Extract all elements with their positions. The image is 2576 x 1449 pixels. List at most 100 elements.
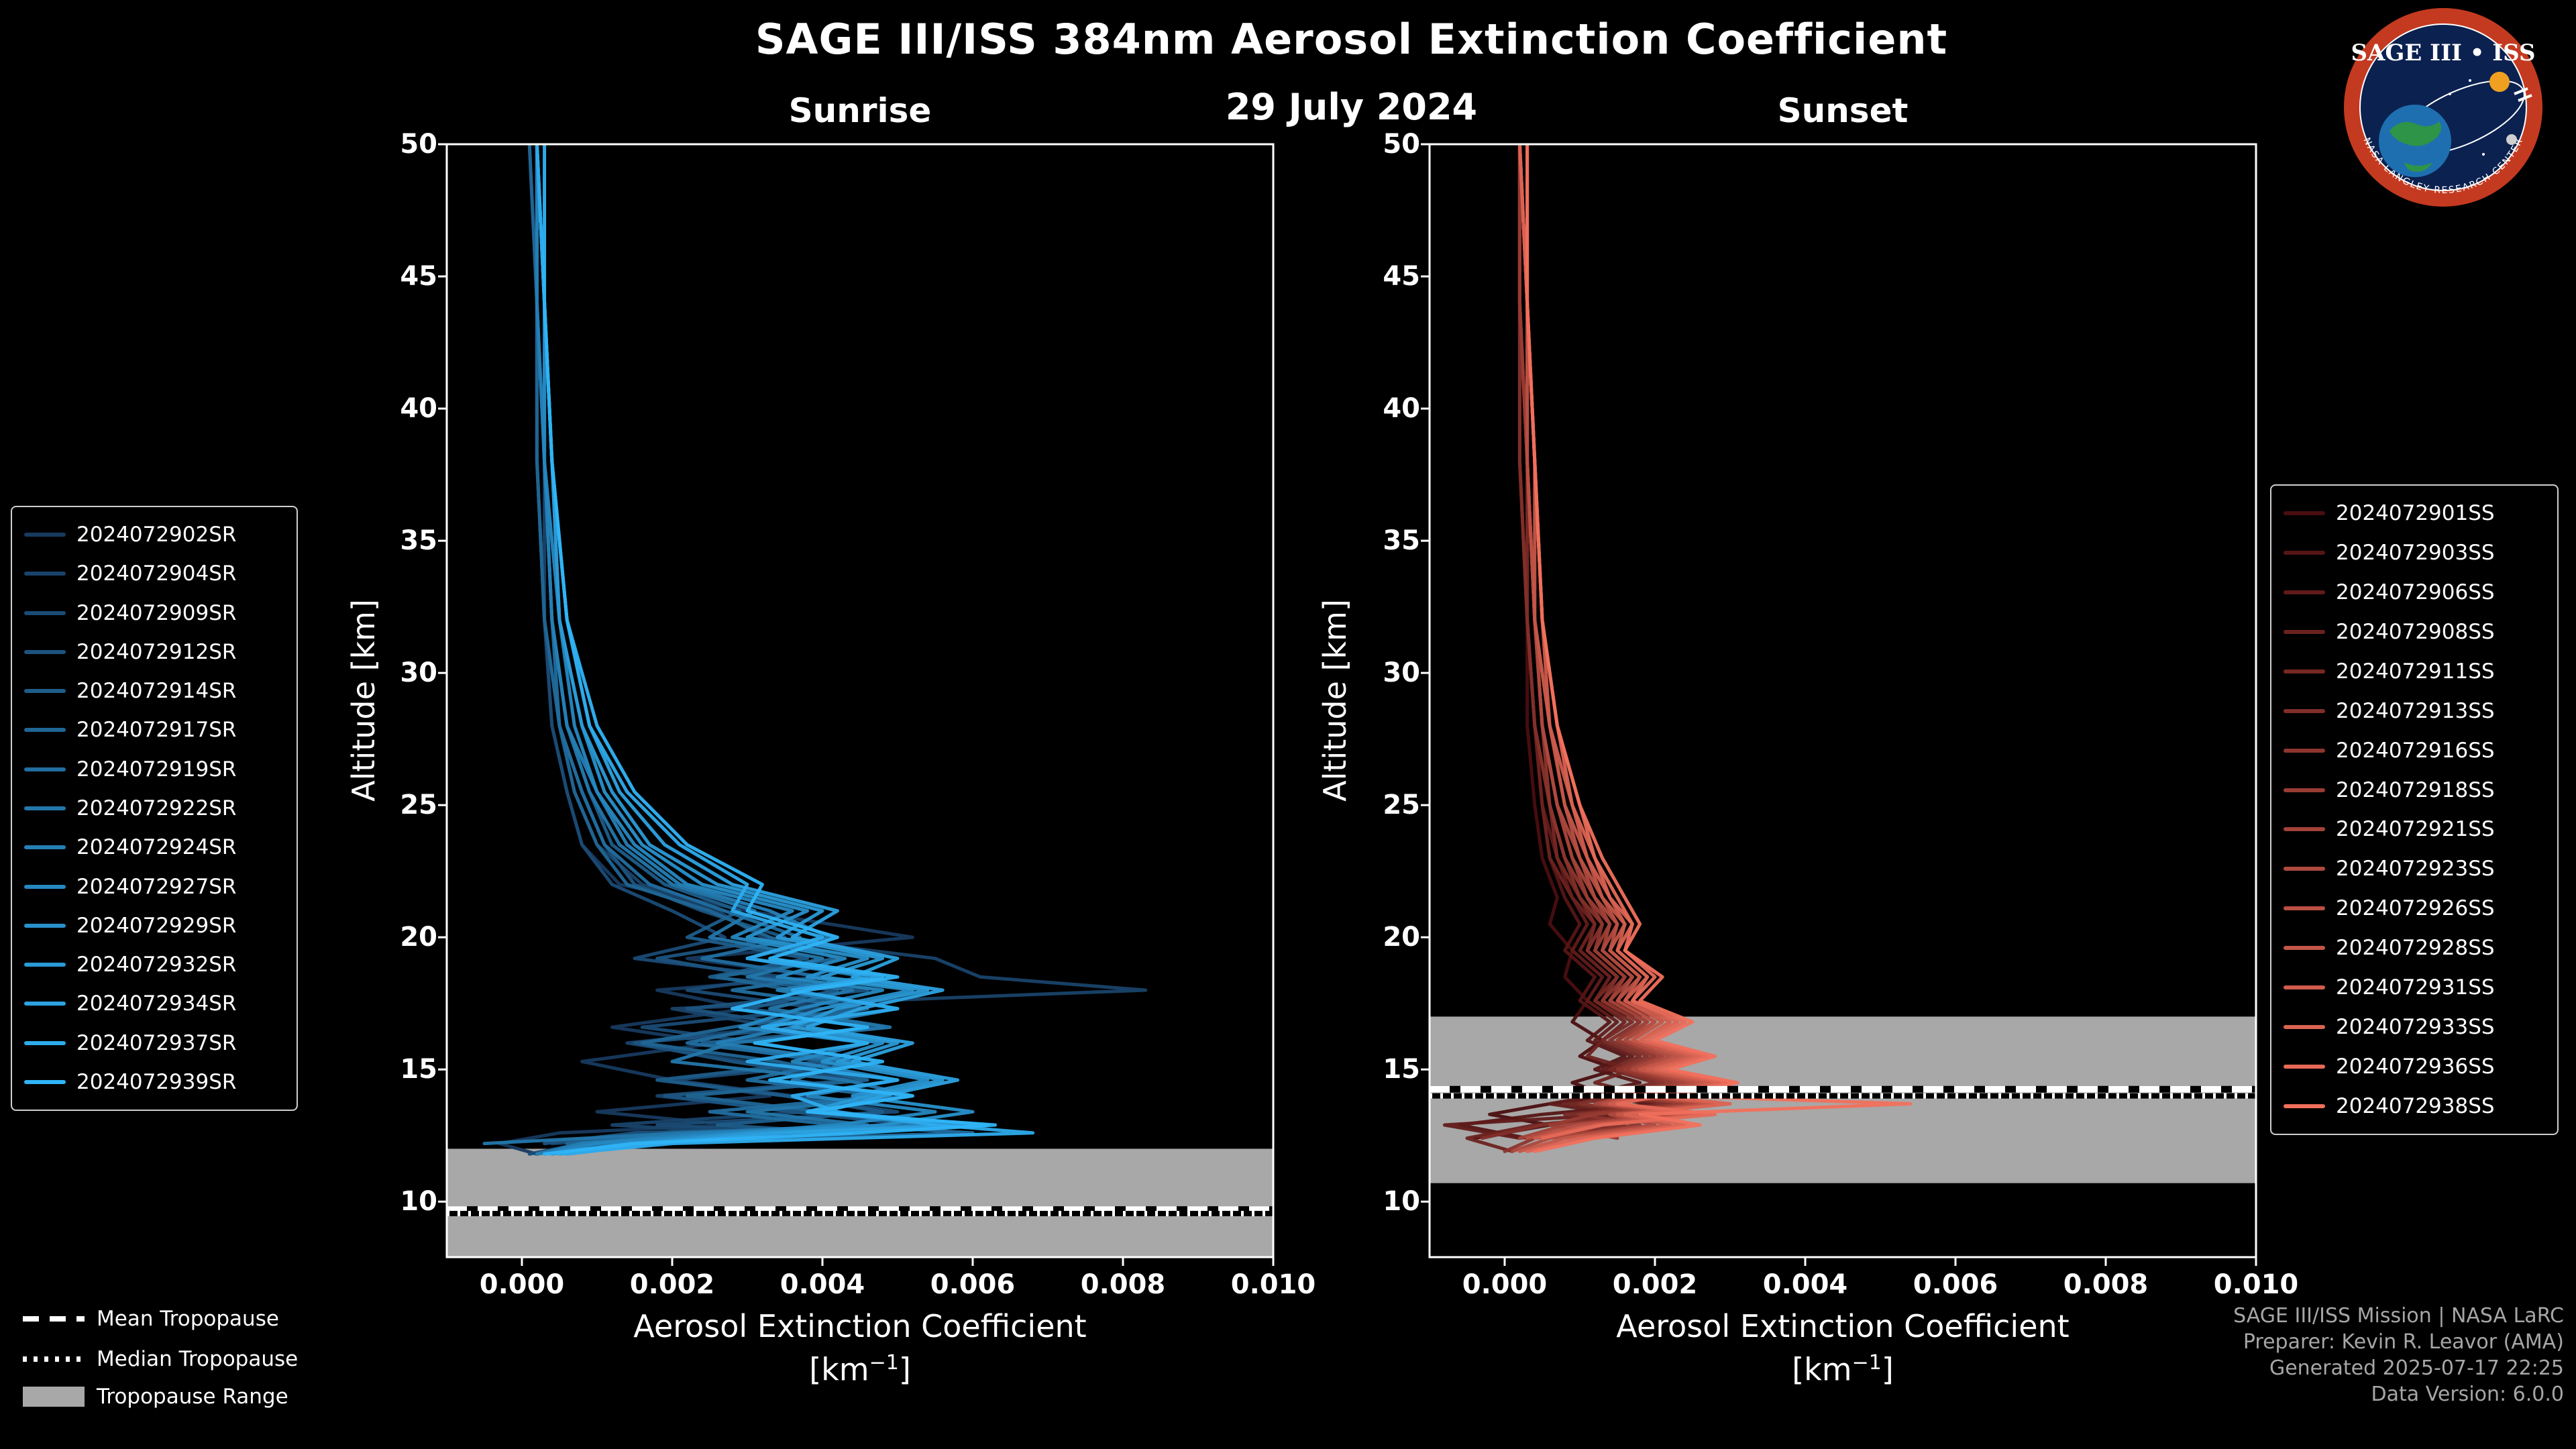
x-tick-label: 0.006: [1913, 1269, 1998, 1300]
legend-item: 2024072908SS: [2284, 620, 2545, 644]
mean-tropopause-label: Mean Tropopause: [97, 1307, 279, 1331]
unit-exponent: −1: [1851, 1351, 1882, 1375]
legend-line-swatch: [2284, 708, 2325, 713]
legend-line-swatch: [24, 923, 66, 928]
earth-continents: [2390, 121, 2441, 146]
y-tick-label: 35: [1383, 525, 1420, 557]
legend-line-swatch: [24, 767, 66, 771]
tropopause-range-band: [1430, 1016, 2256, 1183]
sage-iss-logo: NASA LANGLEY RESEARCH CENTER SAGE III • …: [2344, 8, 2542, 207]
y-tick-label: 40: [1383, 393, 1420, 425]
legend-event-label: 2024072926SS: [2336, 896, 2495, 921]
legend-event-label: 2024072937SR: [76, 1030, 237, 1055]
legend-item: 2024072926SS: [2284, 896, 2545, 920]
legend-item: 2024072938SS: [2284, 1094, 2545, 1118]
tropopause-range-legend: Tropopause Range: [23, 1383, 288, 1410]
legend-item: 2024072909SR: [24, 601, 284, 625]
x-tick-label: 0.010: [1230, 1269, 1316, 1300]
sunset-panel-title: Sunset: [1777, 91, 1909, 130]
y-tick-label: 50: [1383, 129, 1420, 160]
legend-line-swatch: [2284, 551, 2325, 555]
legend-line-swatch: [2284, 669, 2325, 674]
legend-event-label: 2024072904SR: [76, 561, 237, 586]
unit-close: ]: [898, 1351, 911, 1388]
y-tick-label: 40: [400, 393, 437, 425]
y-tick-label: 25: [1383, 790, 1420, 821]
sunset-x-axis-unit: [km−1]: [1430, 1351, 2256, 1387]
legend-item: 2024072932SR: [24, 953, 284, 977]
legend-event-label: 2024072912SR: [76, 639, 237, 664]
sunrise-plot: [438, 143, 1275, 1266]
legend-event-label: 2024072931SS: [2336, 975, 2495, 1000]
legend-line-swatch: [2284, 1104, 2325, 1108]
iss-icon: [2514, 87, 2532, 102]
legend-line-swatch: [2284, 946, 2325, 951]
legend-item: 2024072906SS: [2284, 580, 2545, 604]
legend-event-label: 2024072929SR: [76, 913, 237, 938]
legend-line-swatch: [2284, 630, 2325, 635]
legend-item: 2024072916SS: [2284, 739, 2545, 763]
dashed-line-swatch: [23, 1316, 85, 1322]
y-tick-label: 15: [400, 1054, 437, 1085]
moon-icon: [2506, 134, 2517, 145]
legend-line-swatch: [24, 1002, 66, 1006]
legend-item: 2024072919SR: [24, 757, 284, 782]
profile-line: [527, 144, 937, 1146]
legend-event-label: 2024072938SS: [2336, 1093, 2495, 1118]
legend-item: 2024072902SR: [24, 523, 284, 547]
legend-item: 2024072901SS: [2284, 501, 2545, 525]
x-tick-label: 0.004: [780, 1269, 865, 1300]
legend-item: 2024072924SR: [24, 835, 284, 859]
legend-line-swatch: [24, 1079, 66, 1084]
legend-line-swatch: [24, 728, 66, 733]
legend-item: 2024072934SR: [24, 991, 284, 1016]
legend-event-label: 2024072916SS: [2336, 738, 2495, 763]
unit-base: [km: [809, 1351, 869, 1388]
legend-event-label: 2024072919SR: [76, 757, 237, 782]
legend-item: 2024072921SS: [2284, 817, 2545, 841]
sun-icon: [2489, 72, 2510, 92]
legend-line-swatch: [24, 572, 66, 576]
legend-item: 2024072939SR: [24, 1070, 284, 1094]
y-tick-label: 45: [1383, 261, 1420, 292]
mean-tropopause-legend: Mean Tropopause: [23, 1305, 279, 1332]
legend-line-swatch: [24, 963, 66, 967]
y-tick-label: 50: [400, 129, 437, 160]
range-patch-swatch: [23, 1387, 85, 1407]
legend-line-swatch: [24, 1040, 66, 1045]
x-tick-label: 0.006: [930, 1269, 1016, 1300]
axes-frame: [445, 143, 1275, 1258]
legend-line-swatch: [24, 845, 66, 850]
legend-item: 2024072912SR: [24, 640, 284, 664]
y-tick-label: 35: [400, 525, 437, 557]
legend-item: 2024072903SS: [2284, 541, 2545, 565]
date-subtitle: 29 July 2024: [1225, 86, 1478, 128]
page-title: SAGE III/ISS 384nm Aerosol Extinction Co…: [755, 15, 1948, 64]
legend-line-swatch: [2284, 1024, 2325, 1029]
logo-title: SAGE III • ISS: [2351, 40, 2535, 66]
y-tick-label: 30: [400, 657, 437, 689]
unit-exponent: −1: [869, 1351, 899, 1375]
sunset-plot: [1421, 143, 2257, 1266]
legend-item: 2024072928SS: [2284, 936, 2545, 960]
legend-event-label: 2024072921SS: [2336, 817, 2495, 842]
legend-line-swatch: [2284, 590, 2325, 595]
x-tick-label: 0.008: [2063, 1269, 2149, 1300]
legend-event-label: 2024072936SS: [2336, 1054, 2495, 1079]
legend-event-label: 2024072914SR: [76, 679, 237, 704]
y-tick-label: 20: [1383, 922, 1420, 953]
legend-event-label: 2024072922SR: [76, 796, 237, 820]
sunrise-panel-title: Sunrise: [788, 91, 932, 130]
legend-event-label: 2024072932SR: [76, 953, 237, 977]
credit-generated: Generated 2025-07-17 22:25: [2269, 1356, 2564, 1380]
legend-event-label: 2024072909SR: [76, 600, 237, 625]
legend-line-swatch: [2284, 985, 2325, 989]
y-tick-label: 30: [1383, 657, 1420, 689]
unit-close: ]: [1881, 1351, 1894, 1388]
legend-event-label: 2024072927SR: [76, 874, 237, 899]
sunset-x-axis-label: Aerosol Extinction Coefficient: [1616, 1308, 2070, 1344]
legend-event-label: 2024072903SS: [2336, 541, 2495, 566]
legend-event-label: 2024072923SS: [2336, 857, 2495, 881]
y-tick-label: 45: [400, 261, 437, 292]
